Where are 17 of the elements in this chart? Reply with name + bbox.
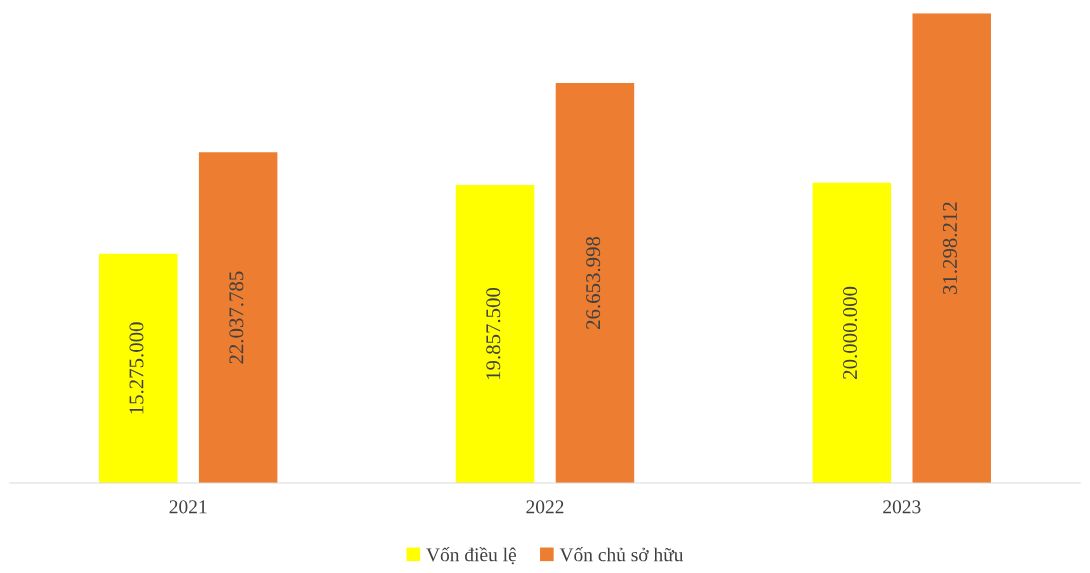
data-label: 31.298.212: [942, 202, 958, 294]
bar: [99, 253, 178, 484]
data-label: 20.000.000: [843, 286, 858, 379]
bar: [912, 13, 991, 484]
legend-label: Vốn chủ sở hữu: [559, 547, 684, 562]
x-tick-label: 2022: [526, 500, 564, 514]
data-label: 19.857.500: [486, 287, 501, 380]
data-label: 22.037.785: [229, 271, 244, 364]
bar: [198, 152, 278, 484]
x-tick-label: 2021: [169, 500, 207, 514]
x-tick-label: 2023: [883, 500, 921, 514]
legend-label: Vốn điều lệ: [426, 547, 517, 565]
data-label: 15.275.000: [129, 322, 144, 414]
data-label: 26.653.998: [586, 236, 601, 329]
bar: [555, 82, 635, 484]
bar: [455, 184, 535, 484]
bar: [812, 182, 892, 484]
